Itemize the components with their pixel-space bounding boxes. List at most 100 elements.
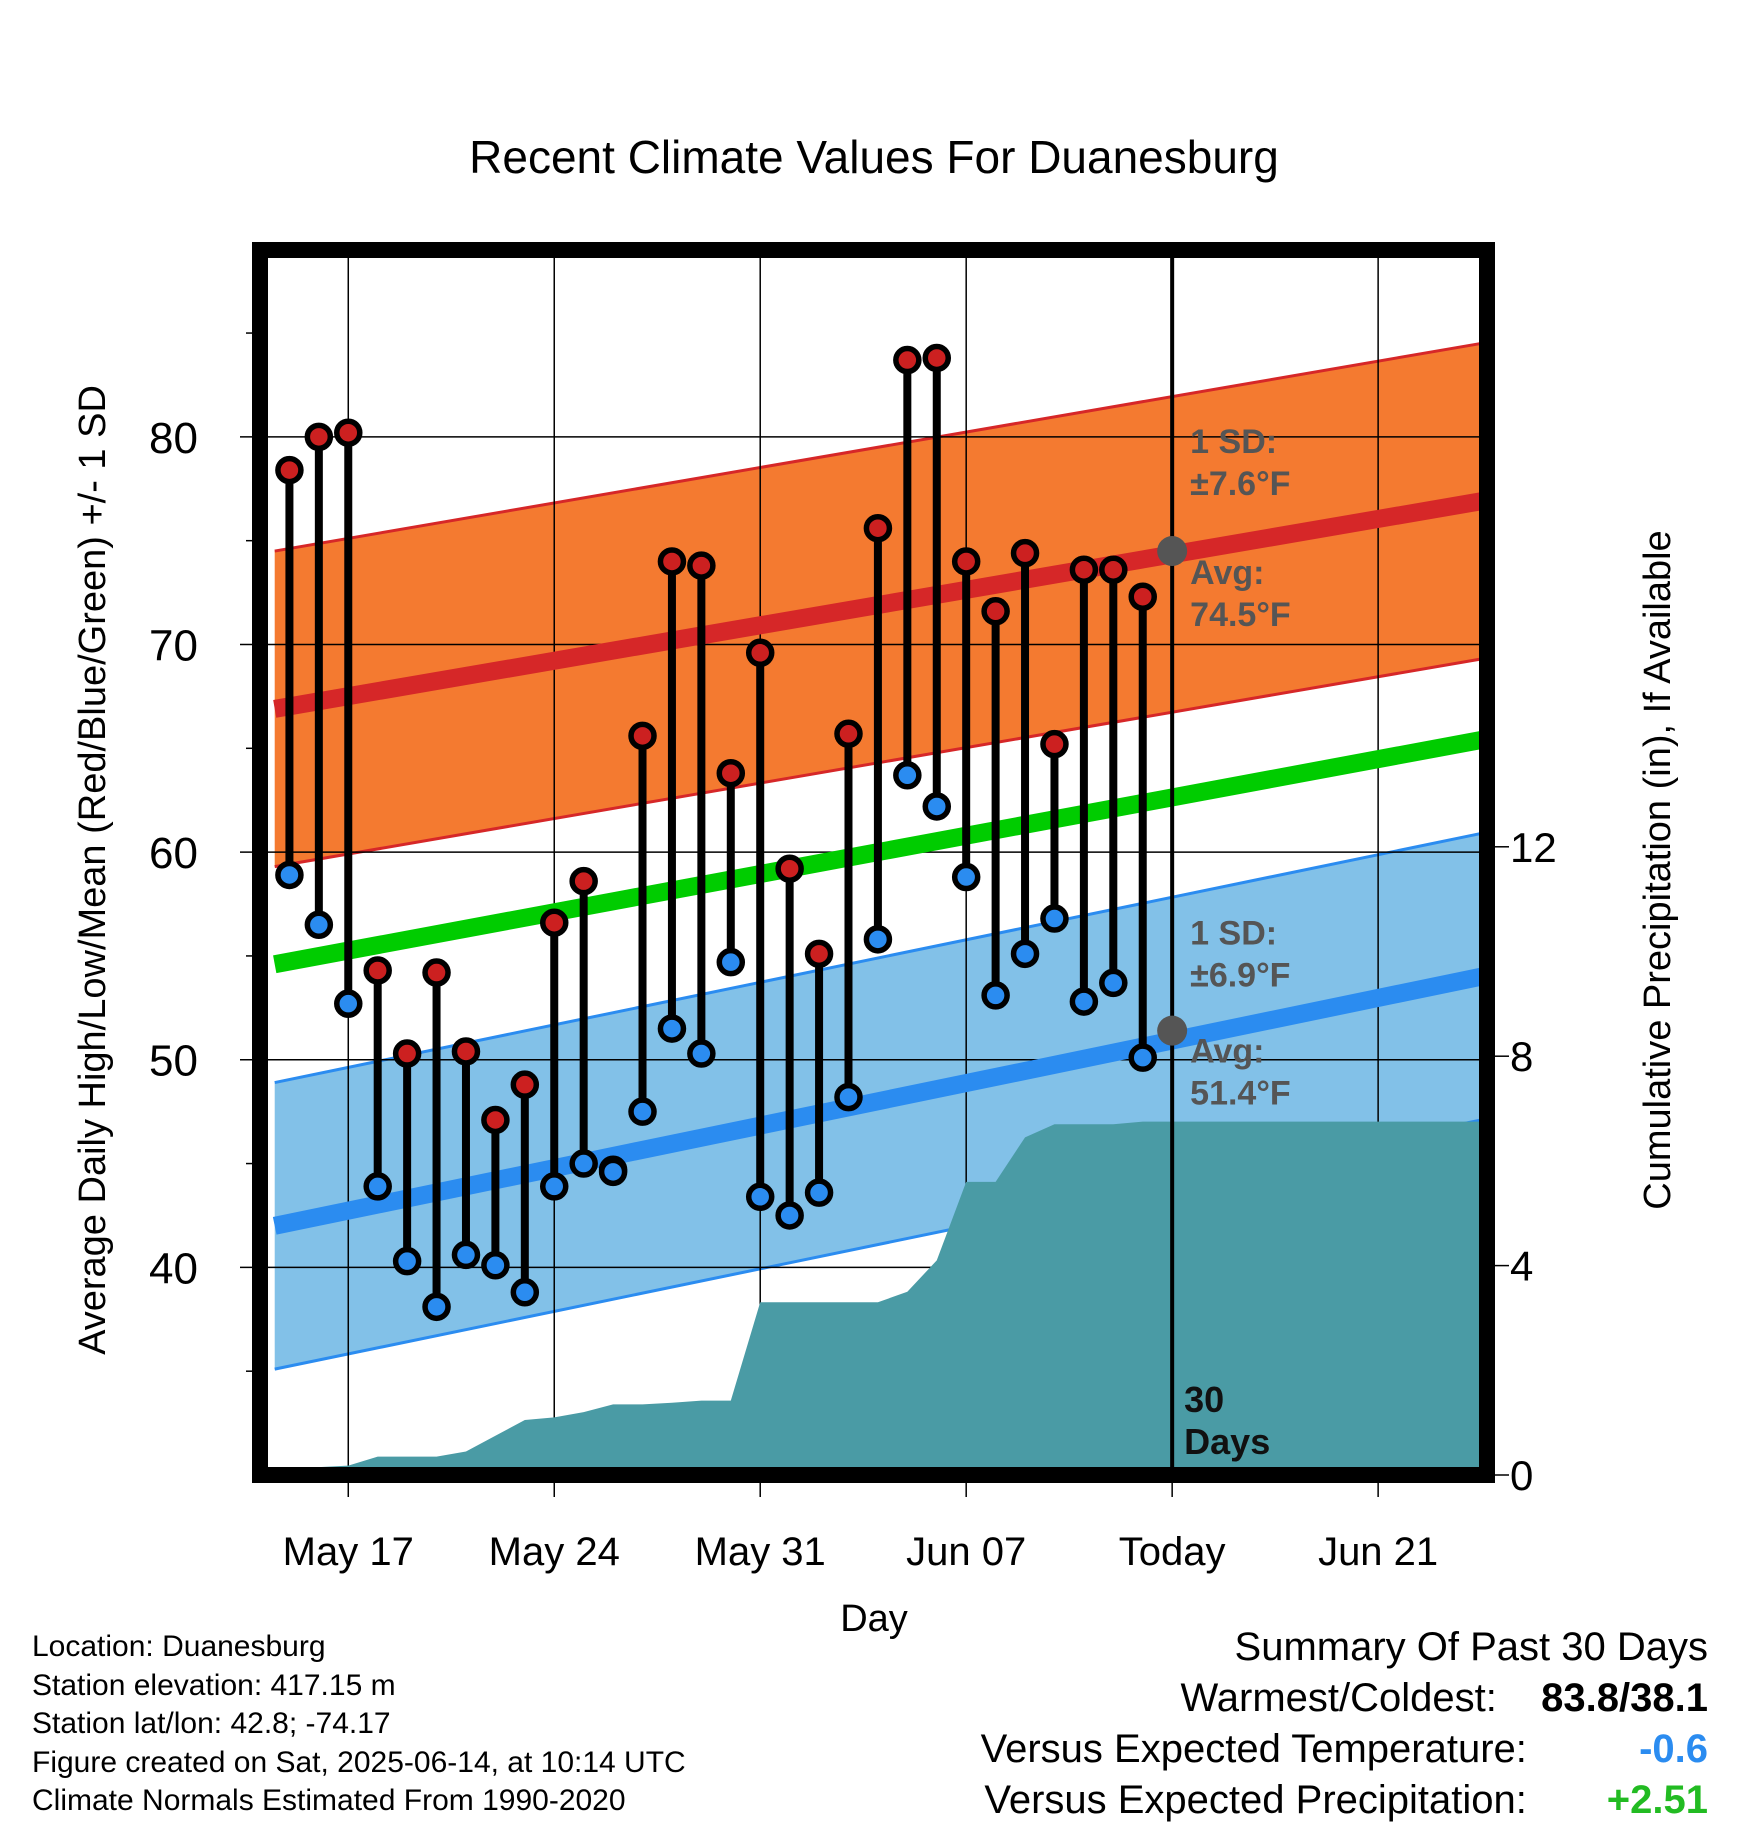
low-avg-label: Avg:: [1190, 1033, 1264, 1071]
low-temp-point: [834, 1082, 863, 1112]
left-tick-label: 80: [149, 414, 198, 463]
high-temp-point: [687, 551, 716, 580]
low-temp-point: [334, 989, 363, 1018]
temp-label: Versus Expected Temperature:: [980, 1727, 1527, 1771]
precip-value: +2.51: [1606, 1778, 1708, 1822]
temp-value: -0.6: [1639, 1727, 1708, 1771]
x-tick-label: May 24: [489, 1530, 620, 1574]
right-tick-label: 8: [1510, 1033, 1533, 1080]
high-temp-point: [1069, 555, 1099, 584]
low-temp-point: [363, 1172, 392, 1201]
plot-area: 1 SD: ±7.6°F Avg: 74.5°F 1 SD: ±6.9°F Avg: 51.4…: [149, 242, 1557, 1574]
low-temp-point: [451, 1240, 481, 1270]
low-temp-point: [304, 910, 334, 940]
low-temp-point: [687, 1039, 716, 1068]
summary-temp: Versus Expected Temperature: -0.6: [981, 1724, 1708, 1775]
high-temp-point: [481, 1105, 510, 1135]
low-temp-point: [804, 1178, 834, 1207]
low-temp-point: [1099, 968, 1128, 998]
warmest-coldest-label: Warmest/Coldest:: [1180, 1676, 1497, 1720]
plot-frame: [252, 242, 1495, 1483]
left-tick-label: 70: [149, 621, 198, 670]
latlon-text: Station lat/lon: 42.8; -74.17: [32, 1707, 391, 1740]
days-count: 30: [1184, 1379, 1224, 1420]
high-temp-point: [775, 854, 804, 883]
summary-title: Summary Of Past 30 Days: [1234, 1625, 1708, 1669]
right-tick-label: 12: [1510, 824, 1557, 871]
precip-label: Versus Expected Precipitation:: [984, 1778, 1527, 1822]
low-sd-upper-edge: [274, 831, 1482, 1085]
low-temp-point: [745, 1182, 775, 1212]
high-temp-point: [981, 597, 1010, 626]
precip-area: [274, 1121, 1482, 1475]
high-sd-label: 1 SD:: [1190, 423, 1277, 461]
high-temp-point: [893, 345, 922, 375]
summary-panel: Summary Of Past 30 Days Warmest/Coldest:…: [981, 1622, 1708, 1826]
x-tick-label: Today: [1119, 1530, 1226, 1574]
high-temp-point: [510, 1070, 540, 1099]
low-temp-point: [863, 925, 893, 954]
high-temp-point: [1099, 555, 1128, 584]
high-avg-marker: [1157, 536, 1188, 567]
low-temp-point: [1010, 939, 1040, 969]
low-temp-point: [1069, 987, 1099, 1016]
low-temp-point: [598, 1157, 628, 1187]
low-avg-marker: [1157, 1015, 1188, 1046]
high-temp-point: [451, 1037, 481, 1066]
x-tick-label: May 31: [695, 1530, 826, 1574]
chart-title: Recent Climate Values For Duanesburg: [469, 131, 1279, 183]
high-temp-point: [1128, 582, 1157, 611]
low-temp-point: [510, 1278, 540, 1307]
high-temp-point: [275, 455, 304, 485]
x-axis-label: Day: [840, 1598, 908, 1640]
high-avg-value: 74.5°F: [1190, 596, 1291, 634]
high-temp-point: [539, 908, 569, 937]
normal-low-line: [272, 967, 1483, 1235]
low-temp-point: [1128, 1043, 1157, 1072]
low-temp-point: [716, 947, 746, 977]
high-temp-point: [392, 1039, 422, 1068]
low-sd-label: 1 SD:: [1190, 915, 1277, 953]
low-temp-point: [275, 860, 304, 890]
x-tick-label: Jun 21: [1318, 1530, 1438, 1574]
low-temp-point: [981, 981, 1010, 1010]
high-temp-point: [569, 866, 598, 896]
left-tick-label: 40: [149, 1244, 198, 1293]
high-temp-point: [628, 721, 657, 751]
low-temp-point: [422, 1292, 451, 1322]
y-axis-label-left: Average Daily High/Low/Mean (Red/Blue/Gr…: [72, 385, 114, 1355]
location-text: Location: Duanesburg: [32, 1630, 326, 1663]
high-temp-point: [304, 422, 334, 452]
high-temp-point: [804, 939, 834, 969]
y-axis-label-right: Cumulative Precipitation (in), If Availa…: [1637, 530, 1679, 1209]
days-word: Days: [1184, 1421, 1270, 1462]
high-temp-point: [657, 547, 687, 576]
low-temp-point: [392, 1246, 422, 1276]
right-tick-label: 4: [1510, 1243, 1533, 1290]
low-temp-point: [951, 862, 981, 892]
left-tick-label: 50: [149, 1037, 198, 1086]
high-sd-value: ±7.6°F: [1190, 465, 1290, 503]
high-temp-point: [422, 958, 451, 987]
high-temp-point: [922, 343, 952, 373]
low-temp-point: [539, 1172, 569, 1201]
x-tick-label: Jun 07: [906, 1530, 1026, 1574]
station-info: Location: Duanesburg Station elevation: …: [32, 1628, 686, 1821]
left-tick-label: 60: [149, 829, 198, 878]
high-temp-point: [334, 418, 363, 447]
high-temp-point: [834, 719, 863, 749]
high-sd-upper-edge: [274, 341, 1482, 553]
low-temp-point: [1040, 904, 1069, 933]
high-temp-point: [1040, 729, 1069, 759]
low-temp-point: [775, 1201, 804, 1230]
high-temp-point: [745, 638, 775, 668]
high-temp-point: [363, 956, 392, 985]
right-tick-label: 0: [1510, 1452, 1533, 1499]
high-avg-label: Avg:: [1190, 554, 1264, 592]
low-temp-point: [893, 761, 922, 790]
elevation-text: Station elevation: 417.15 m: [32, 1668, 396, 1702]
low-temp-point: [657, 1014, 687, 1043]
summary-precip: Versus Expected Precipitation: +2.51: [981, 1775, 1708, 1826]
normals-text: Climate Normals Estimated From 1990-2020: [32, 1784, 626, 1817]
